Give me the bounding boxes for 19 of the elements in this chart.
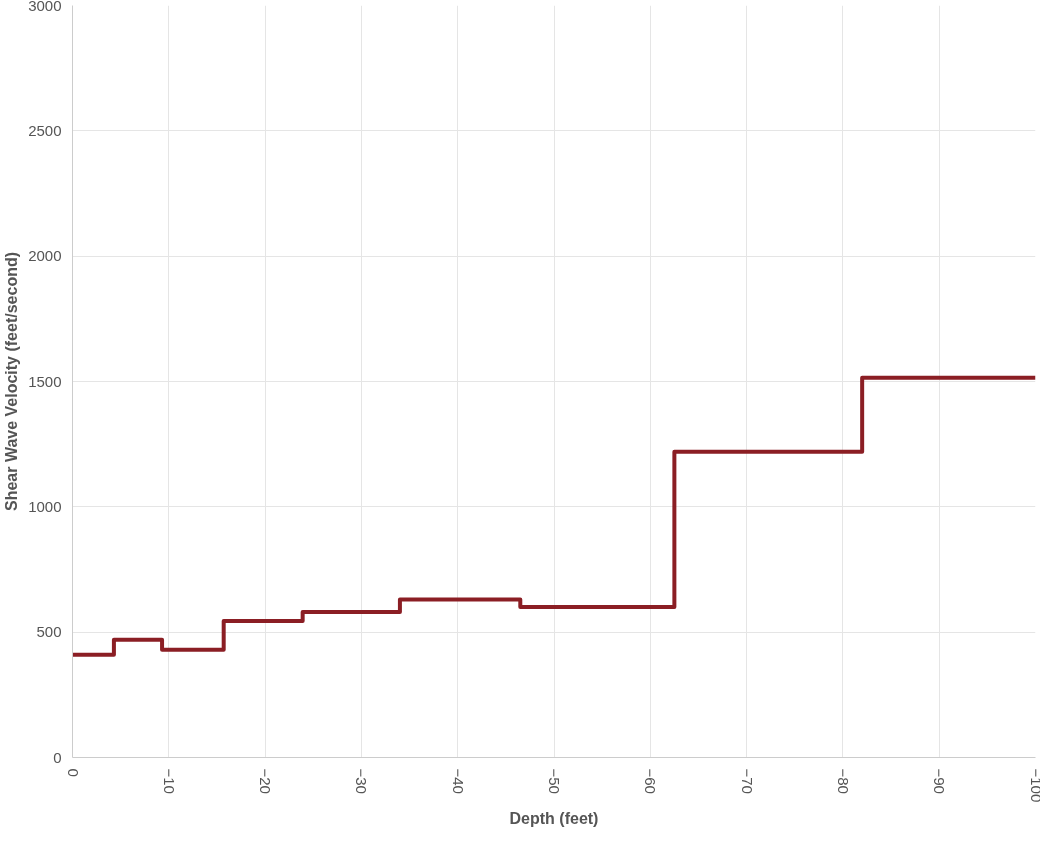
y-tick-label: 1000 [28, 497, 62, 515]
x-tick-label: −60 [642, 768, 660, 794]
x-tick-label: −70 [738, 768, 756, 794]
y-axis-title: Shear Wave Velocity (feet/second) [3, 251, 21, 512]
y-tick-label: 0 [53, 748, 62, 766]
y-tick-label: 2500 [28, 121, 62, 139]
x-tick-label: −80 [834, 768, 852, 794]
x-tick-label: −10 [160, 768, 178, 794]
x-tick-label: −90 [931, 768, 949, 794]
x-tick-label: −20 [257, 768, 275, 794]
x-tick-label: −40 [449, 768, 467, 794]
x-axis-title: Depth (feet) [509, 810, 599, 828]
x-tick-label: −30 [353, 768, 371, 794]
y-tick-label: 500 [36, 623, 62, 641]
x-tick-label: 0 [64, 768, 82, 777]
y-tick-label: 2000 [28, 247, 62, 265]
y-tick-label: 3000 [28, 0, 62, 14]
y-tick-label: 1500 [28, 372, 62, 390]
x-tick-label: −50 [546, 768, 563, 794]
